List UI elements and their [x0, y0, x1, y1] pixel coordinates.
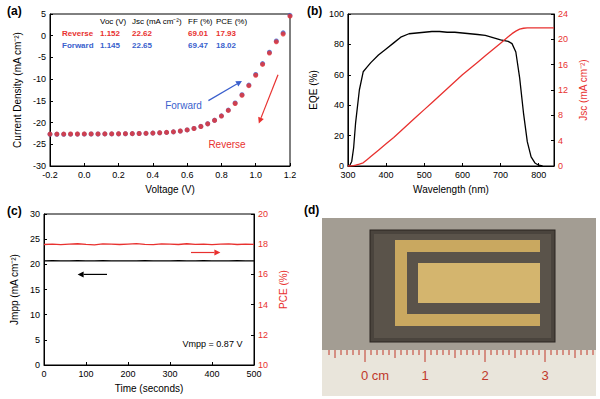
svg-text:1.145: 1.145: [100, 41, 121, 50]
svg-text:5: 5: [41, 9, 46, 19]
svg-text:10: 10: [30, 310, 40, 320]
svg-text:18: 18: [258, 239, 268, 249]
svg-text:-0.2: -0.2: [42, 170, 58, 180]
svg-text:4: 4: [558, 136, 563, 146]
svg-text:0: 0: [338, 161, 344, 171]
svg-text:40: 40: [334, 100, 344, 110]
svg-text:20: 20: [258, 209, 268, 219]
svg-text:20: 20: [30, 259, 40, 269]
svg-text:16: 16: [558, 60, 568, 70]
svg-text:20: 20: [558, 34, 568, 44]
svg-text:500: 500: [246, 369, 261, 379]
svg-text:Reverse: Reverse: [208, 139, 246, 150]
svg-text:300: 300: [162, 369, 177, 379]
svg-text:700: 700: [493, 170, 508, 180]
svg-text:Jmpp (mA cm⁻²): Jmpp (mA cm⁻²): [9, 254, 20, 325]
svg-text:FF (%): FF (%): [188, 17, 213, 26]
svg-text:22.65: 22.65: [132, 41, 153, 50]
svg-text:24: 24: [558, 9, 568, 19]
svg-text:800: 800: [531, 170, 546, 180]
svg-text:600: 600: [455, 170, 470, 180]
svg-text:-10: -10: [33, 74, 46, 84]
svg-text:22.62: 22.62: [132, 29, 153, 38]
svg-text:500: 500: [417, 170, 432, 180]
svg-text:Jsc (mA cm⁻²): Jsc (mA cm⁻²): [132, 17, 182, 26]
svg-text:0.0: 0.0: [78, 170, 91, 180]
svg-text:Reverse: Reverse: [62, 29, 94, 38]
svg-text:60: 60: [334, 70, 344, 80]
svg-text:(a): (a): [7, 4, 22, 18]
svg-text:12: 12: [258, 330, 268, 340]
svg-text:Forward: Forward: [165, 100, 202, 111]
svg-text:Current Density (mA cm⁻²): Current Density (mA cm⁻²): [12, 32, 23, 148]
svg-text:0: 0: [41, 31, 46, 41]
svg-text:EQE (%): EQE (%): [308, 70, 319, 109]
svg-text:80: 80: [334, 39, 344, 49]
svg-text:Jsc (mA cm⁻²): Jsc (mA cm⁻²): [578, 59, 589, 120]
svg-text:10: 10: [258, 360, 268, 370]
svg-text:18.02: 18.02: [216, 41, 237, 50]
svg-text:3: 3: [541, 368, 548, 383]
svg-text:14: 14: [258, 300, 268, 310]
svg-text:0.6: 0.6: [181, 170, 194, 180]
svg-text:15: 15: [30, 285, 40, 295]
svg-text:25: 25: [30, 234, 40, 244]
svg-text:1: 1: [421, 368, 428, 383]
svg-text:5: 5: [35, 335, 40, 345]
svg-text:69.01: 69.01: [188, 29, 209, 38]
svg-text:(d): (d): [304, 203, 319, 217]
svg-text:1.152: 1.152: [100, 29, 121, 38]
svg-text:PCE (%): PCE (%): [278, 270, 289, 309]
svg-text:-30: -30: [33, 161, 46, 171]
svg-text:12: 12: [558, 85, 568, 95]
svg-text:400: 400: [204, 369, 219, 379]
svg-text:0.4: 0.4: [147, 170, 160, 180]
svg-text:PCE (%): PCE (%): [216, 17, 247, 26]
svg-text:200: 200: [120, 369, 135, 379]
svg-text:Voltage (V): Voltage (V): [145, 184, 194, 195]
svg-text:Time (seconds): Time (seconds): [115, 383, 184, 394]
svg-text:Forward: Forward: [62, 41, 94, 50]
svg-text:Voc (V): Voc (V): [100, 17, 127, 26]
svg-text:-25: -25: [33, 139, 46, 149]
svg-text:69.47: 69.47: [188, 41, 209, 50]
svg-text:16: 16: [258, 269, 268, 279]
svg-text:30: 30: [30, 209, 40, 219]
svg-text:(b): (b): [307, 4, 322, 18]
svg-text:300: 300: [340, 170, 355, 180]
svg-text:17.93: 17.93: [216, 29, 237, 38]
svg-text:0: 0: [558, 161, 563, 171]
svg-text:-20: -20: [33, 118, 46, 128]
svg-text:2: 2: [481, 368, 488, 383]
svg-text:0: 0: [41, 369, 46, 379]
svg-text:0 cm: 0 cm: [361, 368, 389, 383]
svg-text:1.2: 1.2: [284, 170, 297, 180]
svg-text:(c): (c): [7, 204, 22, 218]
svg-text:100: 100: [78, 369, 93, 379]
svg-text:0.2: 0.2: [112, 170, 125, 180]
svg-text:-5: -5: [38, 52, 46, 62]
svg-text:100: 100: [329, 9, 344, 19]
svg-text:0: 0: [35, 360, 40, 370]
svg-text:20: 20: [334, 131, 344, 141]
svg-text:0.8: 0.8: [215, 170, 228, 180]
svg-text:8: 8: [558, 110, 563, 120]
svg-text:Wavelength (nm): Wavelength (nm): [413, 184, 489, 195]
svg-text:-15: -15: [33, 96, 46, 106]
svg-text:Vmpp = 0.87 V: Vmpp = 0.87 V: [183, 339, 243, 349]
svg-text:400: 400: [379, 170, 394, 180]
svg-text:1.0: 1.0: [249, 170, 262, 180]
